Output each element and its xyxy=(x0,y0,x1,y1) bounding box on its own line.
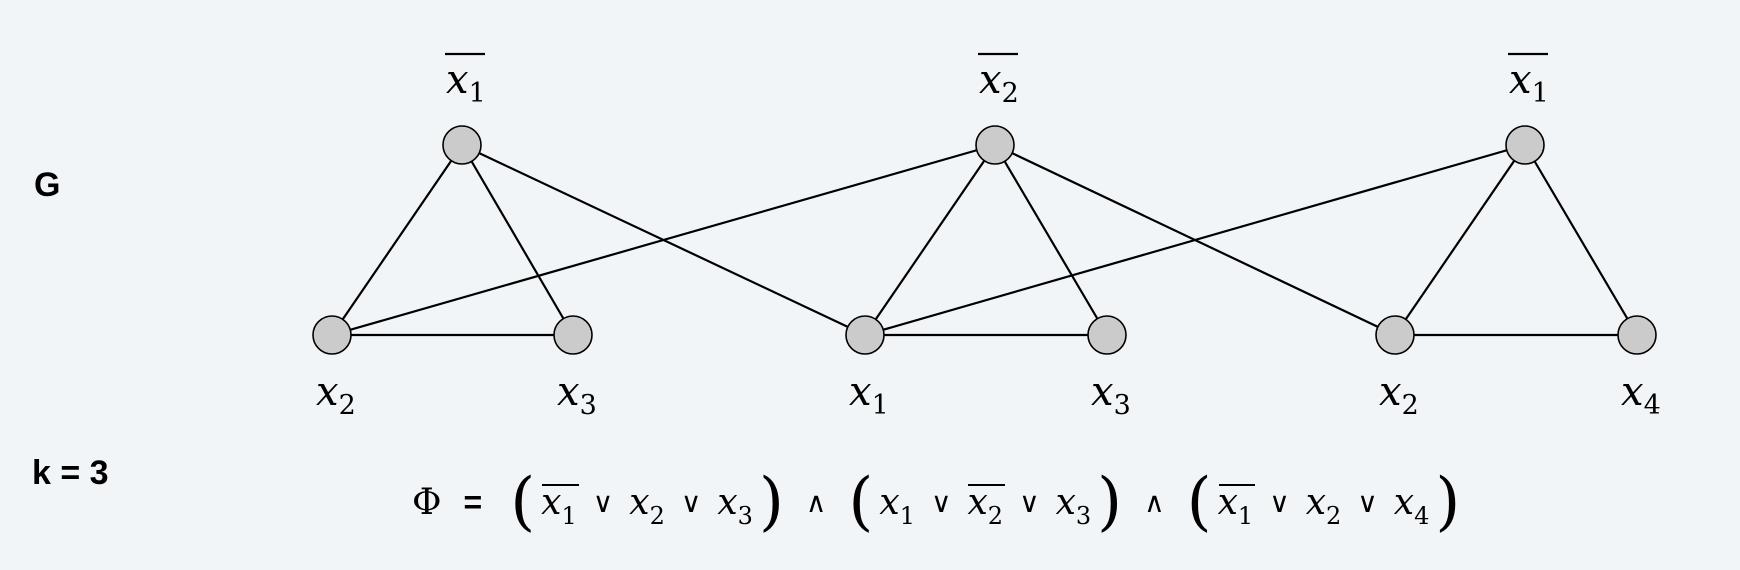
formula-literal: x2 xyxy=(967,481,1005,530)
left-paren: ( xyxy=(1186,465,1212,539)
left-paren: ( xyxy=(848,465,874,539)
graph-node xyxy=(553,315,593,355)
edge-n1-n3 xyxy=(461,144,574,336)
or-operator: ∨ xyxy=(930,485,952,519)
graph-label: G xyxy=(34,166,61,204)
edge-n2-n4 xyxy=(331,143,996,337)
node-label: x4 xyxy=(1621,369,1661,421)
graph-node xyxy=(1617,315,1657,355)
or-operator: ∨ xyxy=(1269,485,1290,519)
node-label: x1 xyxy=(1509,57,1549,109)
graph-node xyxy=(1087,315,1127,355)
node-label: x3 xyxy=(1091,369,1131,421)
edge-n7-n9 xyxy=(1524,144,1638,336)
formula-literal: x2 xyxy=(1305,481,1342,530)
graph-node xyxy=(1505,125,1545,165)
graph-node xyxy=(1375,315,1415,355)
formula: Φ = (x1 ∨ x2 ∨ x3) ∧(x1 ∨ x2 ∨ x3) ∧(x1 ∨ x2 ∨ x4) xyxy=(412,470,1466,534)
left-paren: ( xyxy=(510,465,536,539)
node-label: x3 xyxy=(557,369,597,421)
or-operator: ∨ xyxy=(680,485,702,519)
and-operator: ∧ xyxy=(1144,485,1165,519)
edge-n5-n7 xyxy=(864,143,1526,337)
right-paren: ) xyxy=(758,465,784,539)
formula-literal: x2 xyxy=(629,481,665,530)
formula-equals: = xyxy=(463,483,483,520)
graph-node xyxy=(845,315,885,355)
edge-n7-n8 xyxy=(1394,144,1526,336)
node-label: x2 xyxy=(316,369,356,421)
graph-node xyxy=(442,125,482,165)
formula-symbol: Φ xyxy=(412,481,442,523)
node-label: x2 xyxy=(979,57,1019,109)
or-operator: ∨ xyxy=(592,485,614,519)
or-operator: ∨ xyxy=(1357,485,1378,519)
node-label: x1 xyxy=(849,369,889,421)
and-operator: ∧ xyxy=(805,485,827,519)
formula-literal: x1 xyxy=(879,481,915,530)
formula-literal: x1 xyxy=(541,481,579,530)
graph-node xyxy=(312,315,352,355)
formula-literal: x1 xyxy=(1217,481,1255,530)
node-label: x1 xyxy=(446,57,486,109)
graph-node xyxy=(975,125,1015,165)
or-operator: ∨ xyxy=(1019,485,1040,519)
graph-diagram: x1 x2 x3 x2 x1 x3 x1 x2 x4 xyxy=(312,52,1661,421)
edge-n1-n2 xyxy=(331,144,463,336)
formula-literal: x4 xyxy=(1393,481,1430,530)
edge-n4-n5 xyxy=(864,144,996,336)
right-paren: ) xyxy=(1097,465,1123,539)
right-paren: ) xyxy=(1435,465,1461,539)
k-label: k = 3 xyxy=(32,454,109,492)
edge-n4-n6 xyxy=(994,144,1108,336)
node-label: x2 xyxy=(1379,369,1419,421)
formula-literal: x3 xyxy=(717,481,753,530)
formula-literal: x3 xyxy=(1055,481,1092,530)
